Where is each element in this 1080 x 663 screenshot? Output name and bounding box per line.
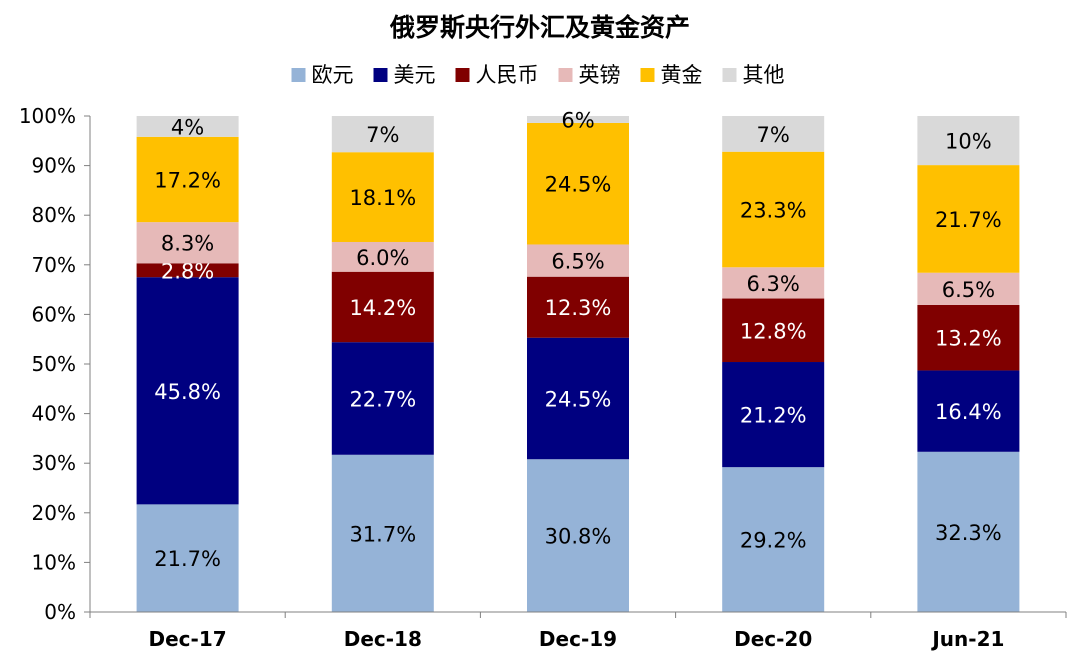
bar-segment xyxy=(331,116,434,153)
data-label: 6.5% xyxy=(551,250,604,274)
legend: 欧元 美元 人民币 英镑 黄金 其他 xyxy=(291,63,785,87)
bar-segment xyxy=(136,263,239,278)
data-label: 22.7% xyxy=(349,387,416,411)
y-tick-label: 50% xyxy=(32,352,76,376)
data-label: 4% xyxy=(171,115,204,139)
bar-stack-Dec-18: 31.7% 22.7% 14.2% 6.0% 18.1% 7% xyxy=(331,116,434,612)
legend-label-6: 其他 xyxy=(743,63,785,87)
bar-segment xyxy=(136,504,239,612)
legend-label-3: 人民币 xyxy=(476,63,539,87)
legend-label-2: 美元 xyxy=(394,63,436,87)
legend-swatch-3 xyxy=(455,68,470,82)
data-label: 45.8% xyxy=(154,380,221,404)
bar-segment xyxy=(136,222,239,264)
legend-swatch-1 xyxy=(291,68,306,82)
legend-swatch-5 xyxy=(640,68,655,82)
data-label: 18.1% xyxy=(349,186,416,210)
data-label: 30.8% xyxy=(545,525,612,549)
legend-label-1: 欧元 xyxy=(312,63,354,87)
data-label: 29.2% xyxy=(740,529,807,553)
y-axis: 0% 10% 20% 30% 40% 50% 60% 70% 80% 90% 100% xyxy=(19,104,91,624)
bar-segment xyxy=(722,267,825,299)
data-label: 23.3% xyxy=(740,198,807,222)
y-tick-label: 60% xyxy=(32,302,76,326)
data-label: 24.5% xyxy=(545,387,612,411)
bar-segment xyxy=(136,136,239,223)
legend-label-5: 黄金 xyxy=(661,63,703,87)
y-tick-label: 20% xyxy=(32,501,76,525)
legend-label-4: 英镑 xyxy=(579,63,621,87)
data-label: 32.3% xyxy=(935,521,1002,545)
bar-segment xyxy=(722,467,825,612)
bar-segment xyxy=(527,276,629,338)
data-label: 7% xyxy=(757,123,790,147)
data-label: 6.3% xyxy=(747,272,800,296)
bar-segment xyxy=(722,151,825,268)
bar-segment xyxy=(527,459,629,612)
data-label: 6.0% xyxy=(356,246,409,270)
data-label: 10% xyxy=(945,130,992,154)
bar-segment xyxy=(917,272,1020,305)
y-tick-label: 30% xyxy=(32,451,76,475)
bar-segment xyxy=(331,152,434,242)
bar-segment xyxy=(331,342,434,455)
bar-segment xyxy=(917,451,1020,612)
bar-stack-Dec-20: 29.2% 21.2% 12.8% 6.3% 23.3% 7% xyxy=(722,116,825,612)
legend-swatch-2 xyxy=(373,68,388,82)
data-label: 12.8% xyxy=(740,319,807,343)
data-label: 7% xyxy=(366,123,399,147)
data-label: 8.3% xyxy=(161,232,214,256)
bar-stack-Dec-17: 21.7%45.8%2.8%8.3%17.2%4% xyxy=(136,115,239,612)
legend-swatch-6 xyxy=(722,68,737,82)
bar-segment xyxy=(527,122,629,245)
bar-segment xyxy=(917,116,1020,166)
y-tick-label: 0% xyxy=(44,600,76,624)
bar-segment xyxy=(331,454,434,612)
bar-segment xyxy=(527,337,629,460)
y-tick-label: 40% xyxy=(32,402,76,426)
data-label: 6% xyxy=(561,108,594,132)
bar-segment xyxy=(136,277,239,505)
y-tick-label: 10% xyxy=(32,550,76,574)
bar-segment xyxy=(917,165,1020,273)
legend-swatch-4 xyxy=(558,68,573,82)
bar-segment xyxy=(136,116,239,137)
bars: 21.7%45.8%2.8%8.3%17.2%4%31.7%22.7%14.2%… xyxy=(136,108,1020,612)
data-label: 21.7% xyxy=(154,547,221,571)
data-label: 21.2% xyxy=(740,404,807,428)
bar-stack-Jun-21: 32.3% 16.4% 13.2% 6.5% 21.7% 10% xyxy=(917,116,1020,612)
bar-segment xyxy=(917,370,1020,452)
x-tick-label: Jun-21 xyxy=(930,627,1004,651)
y-tick-label: 90% xyxy=(32,154,76,178)
data-label: 17.2% xyxy=(154,168,221,192)
bar-stack-Dec-19: 30.8% 24.5% 12.3% 6.5% 24.5% 6% xyxy=(527,108,629,612)
bar-segment xyxy=(331,241,434,272)
x-tick-label: Dec-20 xyxy=(734,627,812,651)
bar-segment xyxy=(527,116,629,123)
bar-segment xyxy=(722,362,825,468)
bar-segment xyxy=(331,271,434,343)
data-label: 13.2% xyxy=(935,327,1002,351)
data-label: 6.5% xyxy=(942,278,995,302)
bar-segment xyxy=(917,304,1020,371)
y-tick-label: 100% xyxy=(19,104,76,128)
y-tick-label: 80% xyxy=(32,203,76,227)
data-label: 31.7% xyxy=(349,522,416,546)
y-tick-label: 70% xyxy=(32,253,76,277)
x-tick-label: Dec-17 xyxy=(149,627,227,651)
data-label: 14.2% xyxy=(349,296,416,320)
data-label: 24.5% xyxy=(545,173,612,197)
x-axis: Dec-17 Dec-18 Dec-19 Dec-20 Jun-21 xyxy=(89,611,1067,651)
bar-segment xyxy=(722,298,825,363)
chart-title: 俄罗斯央行外汇及黄金资产 xyxy=(389,13,690,42)
bar-segment xyxy=(722,116,825,152)
data-label: 16.4% xyxy=(935,400,1002,424)
bar-segment xyxy=(527,244,629,277)
x-tick-label: Dec-18 xyxy=(344,627,422,651)
data-label: 21.7% xyxy=(935,208,1002,232)
data-label: 12.3% xyxy=(545,296,612,320)
x-tick-label: Dec-19 xyxy=(539,627,617,651)
